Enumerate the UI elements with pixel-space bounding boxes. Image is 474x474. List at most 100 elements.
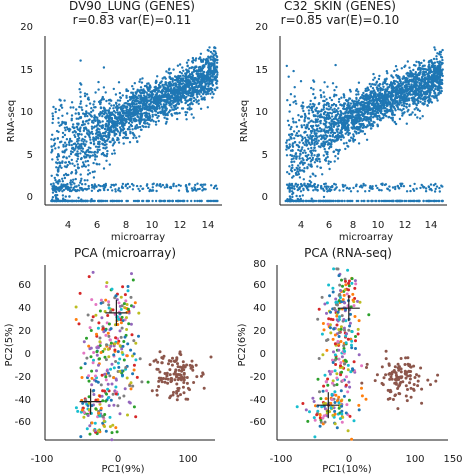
data-point [334, 199, 337, 203]
panel1-xtick-label: 6 [94, 220, 100, 231]
data-point [421, 115, 424, 118]
data-point [322, 154, 325, 157]
data-point [125, 89, 128, 93]
panel2-x-ticks: 4 6 8 10 12 14 [298, 220, 438, 231]
data-point [52, 182, 55, 185]
data-point [120, 199, 123, 203]
data-point [297, 114, 300, 117]
data-point [312, 189, 315, 192]
data-point [132, 199, 136, 203]
data-point [200, 95, 203, 98]
data-point [326, 101, 329, 105]
data-point [409, 69, 412, 73]
data-point [86, 114, 89, 118]
data-point [79, 116, 83, 120]
data-point [402, 91, 405, 94]
data-point [55, 190, 58, 194]
data-point [157, 86, 160, 90]
data-point [364, 108, 367, 111]
data-point [98, 112, 101, 116]
data-point [192, 116, 195, 119]
data-point [162, 95, 166, 99]
data-point [85, 93, 89, 96]
data-point [114, 93, 118, 96]
data-point [77, 199, 81, 203]
data-point [68, 188, 72, 191]
data-point [209, 199, 213, 203]
data-point [89, 138, 92, 141]
data-point [201, 185, 204, 189]
data-point [375, 108, 378, 111]
data-point [435, 95, 438, 98]
data-point [352, 110, 356, 114]
data-point [182, 94, 186, 98]
data-point [344, 119, 348, 122]
data-point [155, 184, 158, 187]
data-point [164, 81, 167, 84]
data-point [336, 133, 340, 136]
data-point [438, 52, 441, 56]
data-point [53, 184, 56, 187]
data-point [58, 141, 62, 144]
data-point [199, 83, 202, 86]
data-point [105, 99, 108, 103]
data-point [133, 82, 136, 85]
data-point [84, 135, 87, 138]
data-point [176, 90, 179, 94]
data-point [215, 187, 219, 190]
data-point [174, 107, 178, 111]
data-point [161, 183, 165, 187]
data-point [52, 105, 55, 109]
data-point [144, 99, 147, 103]
data-point [196, 182, 199, 185]
data-point [61, 135, 65, 139]
data-point [54, 110, 57, 114]
data-point [438, 186, 441, 190]
data-point [188, 182, 191, 186]
data-point [87, 184, 90, 188]
data-point [201, 73, 204, 77]
data-point [369, 102, 373, 105]
data-point [289, 127, 292, 131]
data-point [162, 103, 165, 106]
data-point [56, 198, 60, 201]
data-point [118, 91, 122, 95]
data-point [139, 185, 142, 188]
data-point [102, 134, 105, 138]
data-point [76, 166, 80, 169]
data-point [360, 101, 363, 104]
data-point [166, 117, 169, 121]
data-point [183, 75, 187, 78]
data-point [145, 113, 148, 117]
data-point [324, 157, 328, 160]
data-point [414, 71, 417, 74]
data-point [293, 95, 296, 98]
data-point [113, 149, 116, 152]
data-point [293, 155, 296, 158]
data-point [301, 163, 305, 166]
data-point [212, 92, 215, 96]
data-point [134, 125, 137, 128]
data-point [380, 199, 383, 203]
data-point [357, 90, 360, 93]
data-point [294, 99, 297, 103]
data-point [205, 93, 208, 96]
data-point [56, 188, 60, 191]
data-point [378, 99, 382, 103]
data-point [181, 79, 184, 83]
data-point [365, 106, 368, 110]
data-point [436, 72, 439, 76]
data-point [391, 116, 394, 119]
data-point [398, 95, 402, 98]
data-point [439, 82, 442, 85]
data-point [158, 95, 162, 98]
data-point [190, 113, 193, 116]
data-point [135, 91, 138, 94]
data-point [314, 96, 317, 99]
data-point [434, 48, 437, 51]
data-point [79, 173, 82, 176]
data-point [118, 134, 122, 137]
data-point [210, 184, 213, 187]
data-point [357, 102, 361, 105]
data-point [202, 188, 205, 191]
